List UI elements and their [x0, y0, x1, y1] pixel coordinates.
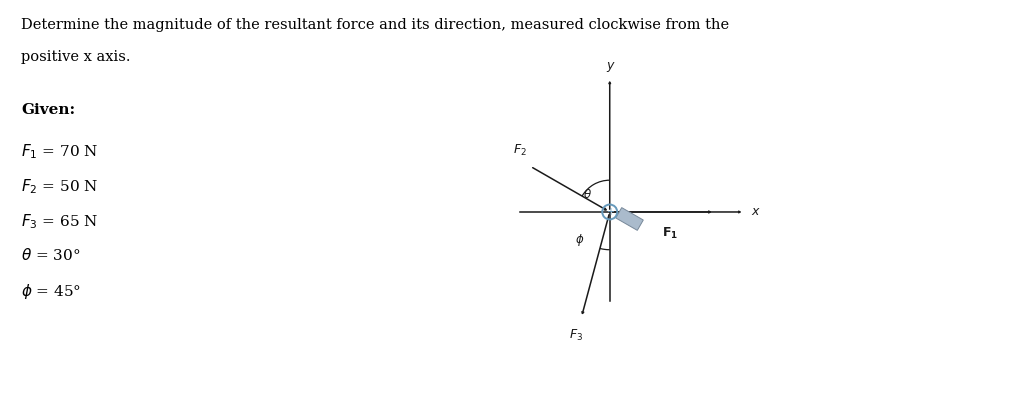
Text: $F_2$ = 50 N: $F_2$ = 50 N: [22, 177, 98, 196]
Text: $F_2$: $F_2$: [514, 143, 527, 158]
Text: $\phi$ = 45°: $\phi$ = 45°: [22, 281, 82, 301]
Text: Determine the magnitude of the resultant force and its direction, measured clock: Determine the magnitude of the resultant…: [22, 18, 730, 32]
Text: x: x: [751, 206, 758, 219]
Text: positive x axis.: positive x axis.: [22, 50, 131, 64]
Text: $\theta$: $\theta$: [583, 188, 592, 201]
Text: $F_1$ = 70 N: $F_1$ = 70 N: [22, 143, 98, 161]
Text: $F_3$: $F_3$: [569, 327, 583, 342]
Text: y: y: [606, 59, 613, 72]
Text: $F_3$ = 65 N: $F_3$ = 65 N: [22, 212, 98, 231]
Text: Given:: Given:: [22, 103, 76, 117]
Text: +: +: [606, 207, 614, 217]
Text: $\theta$ = 30°: $\theta$ = 30°: [22, 247, 81, 263]
Polygon shape: [616, 208, 644, 230]
Text: $\mathbf{F_1}$: $\mathbf{F_1}$: [662, 226, 679, 241]
Text: $\phi$: $\phi$: [575, 232, 584, 248]
